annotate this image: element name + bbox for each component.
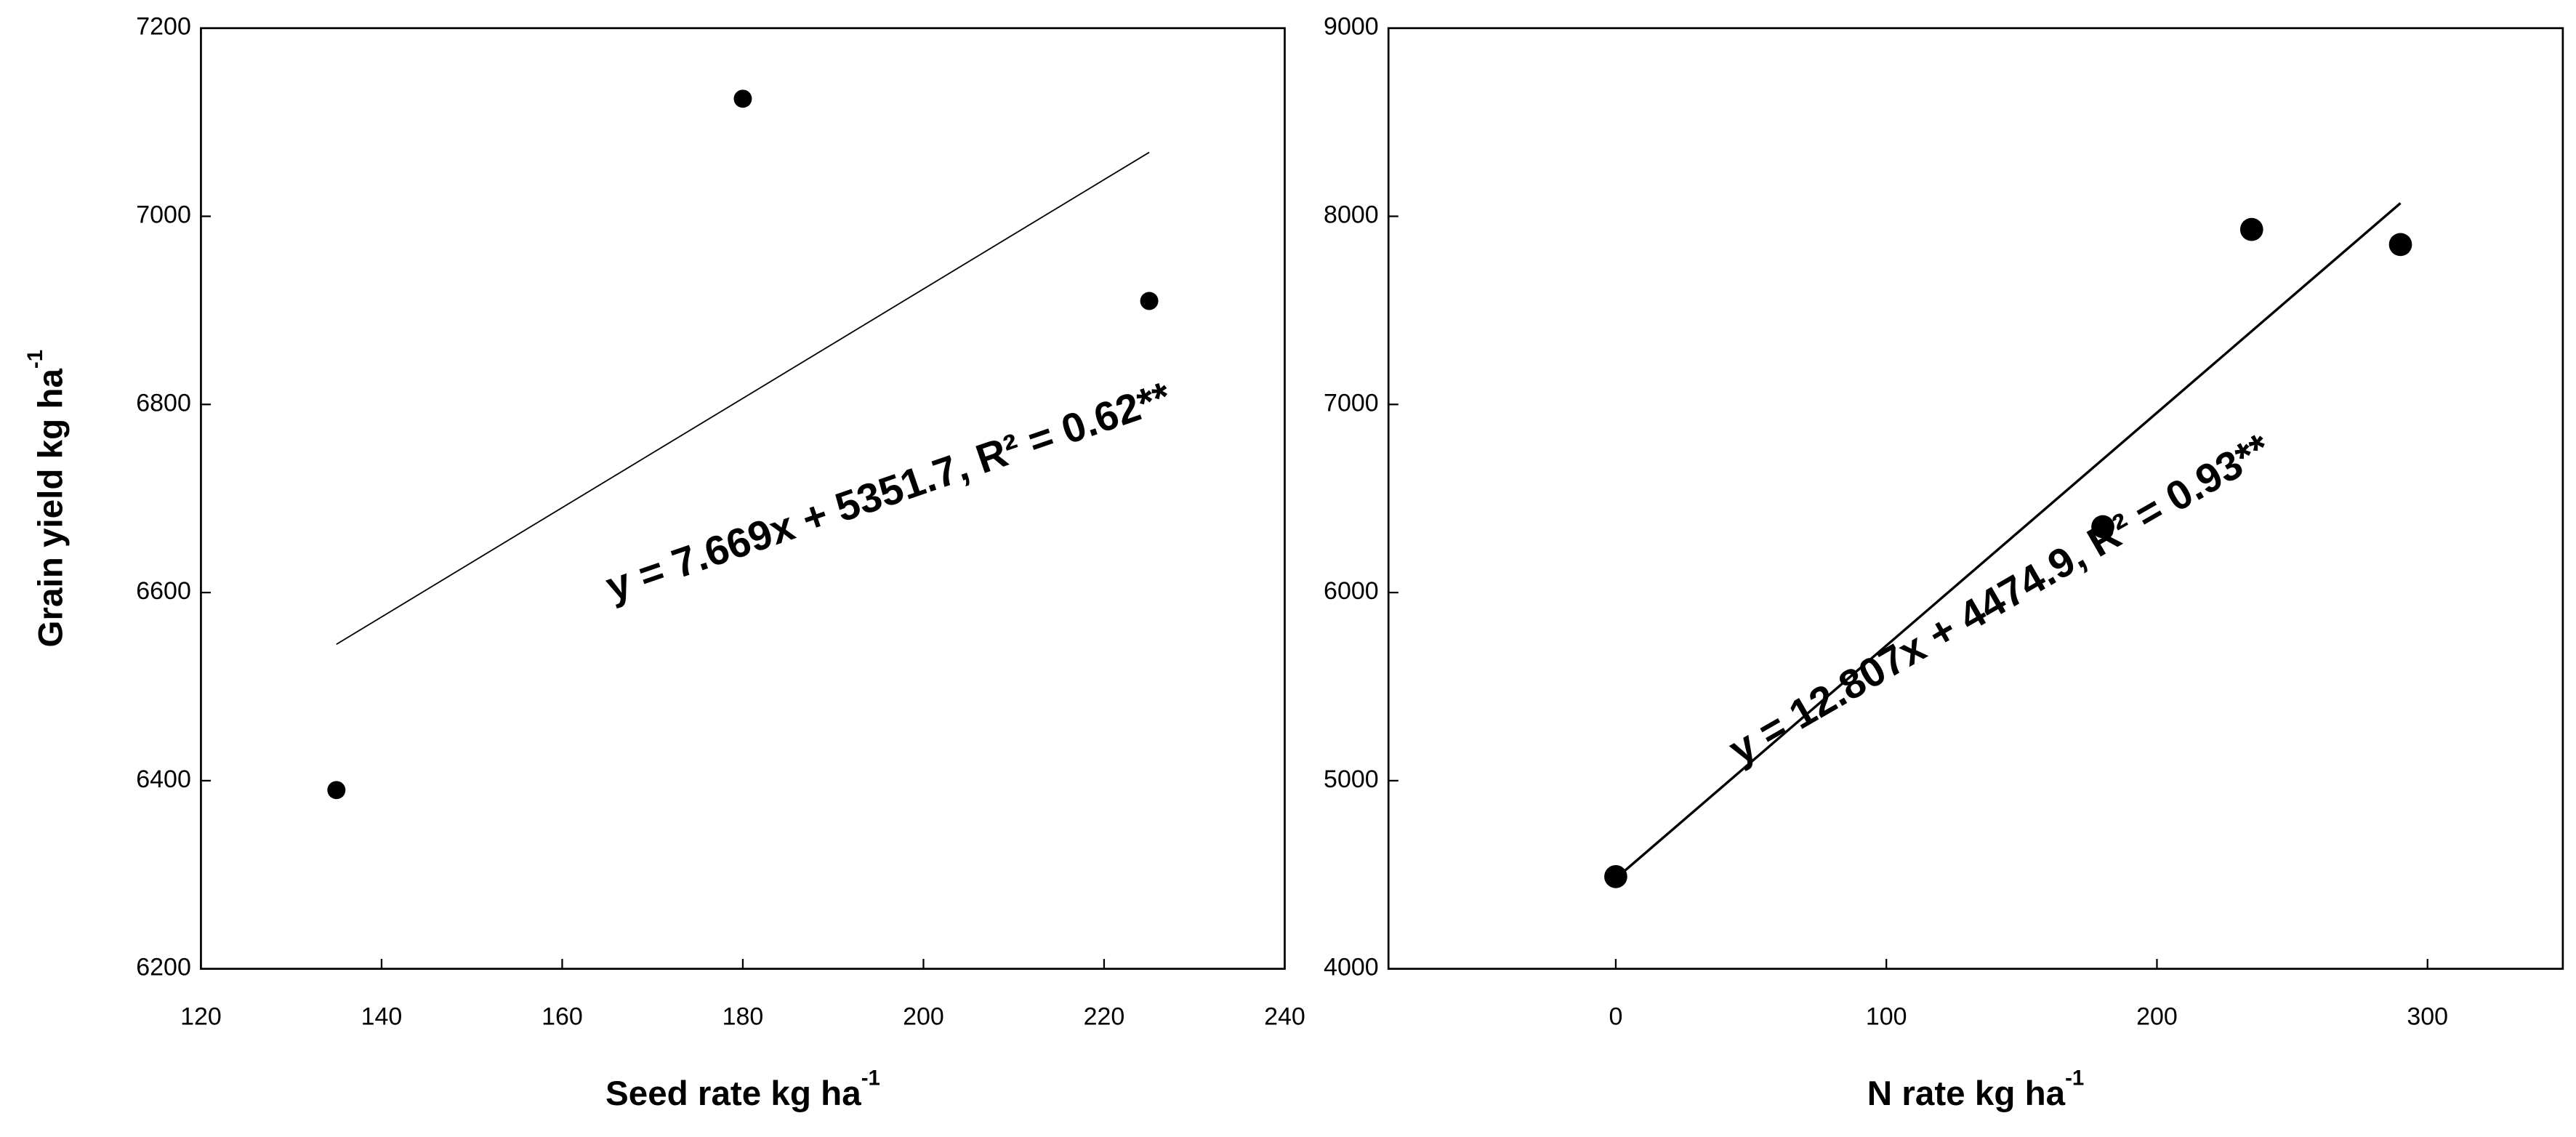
x-tick-label: 0 (1609, 1003, 1622, 1031)
y-tick-label: 7200 (136, 13, 191, 41)
y-tick-label: 5000 (1324, 766, 1379, 793)
x-tick-label: 240 (1264, 1003, 1305, 1031)
x-tick-label: 120 (180, 1003, 222, 1031)
y-tick-label: 9000 (1324, 13, 1379, 41)
y-tick-label: 8000 (1324, 201, 1379, 229)
x-axis-label-sup: -1 (861, 1066, 880, 1090)
regression-annotation: y = 7.669x + 5351.7, R² = 0.62** (600, 374, 1177, 611)
x-tick-label: 200 (903, 1003, 944, 1031)
x-tick-label: 140 (361, 1003, 403, 1031)
y-tick-label: 6800 (136, 389, 191, 417)
data-point (1604, 864, 1627, 888)
y-axis-label-sup: -1 (23, 350, 47, 369)
x-axis-label-sup: -1 (2065, 1066, 2084, 1090)
y-tick-label: 4000 (1324, 954, 1379, 981)
data-point (1140, 292, 1159, 310)
y-axis-label: Grain yield kg ha-1 (23, 350, 70, 648)
data-point (327, 781, 346, 800)
plot-frame (1387, 27, 2564, 970)
fit-line (1614, 202, 2402, 880)
x-tick-label: 200 (2136, 1003, 2178, 1031)
y-tick-label: 6200 (136, 954, 191, 981)
regression-annotation: y = 12.807x + 4474.9, R² = 0.93** (1721, 425, 2278, 774)
data-point (2239, 217, 2263, 241)
y-tick-label: 7000 (1324, 389, 1379, 417)
data-point (2388, 233, 2412, 257)
x-axis-label: Seed rate kg ha-1 (605, 1066, 880, 1112)
x-axis-label: N rate kg ha-1 (1867, 1066, 2085, 1112)
x-tick-label: 160 (542, 1003, 583, 1031)
fit-line (336, 151, 1150, 646)
x-axis-label-text: N rate kg ha (1867, 1074, 2066, 1113)
x-tick-label: 300 (2407, 1003, 2448, 1031)
data-point (2091, 515, 2114, 539)
x-tick-label: 220 (1084, 1003, 1125, 1031)
data-point (733, 89, 752, 108)
x-tick-label: 180 (723, 1003, 764, 1031)
x-axis-label-text: Seed rate kg ha (605, 1074, 861, 1113)
x-tick-label: 100 (1866, 1003, 1907, 1031)
y-tick-label: 6600 (136, 577, 191, 605)
y-axis-label-text: Grain yield kg ha (31, 369, 70, 648)
y-tick-label: 6000 (1324, 577, 1379, 605)
y-tick-label: 7000 (136, 201, 191, 229)
y-tick-label: 6400 (136, 766, 191, 793)
